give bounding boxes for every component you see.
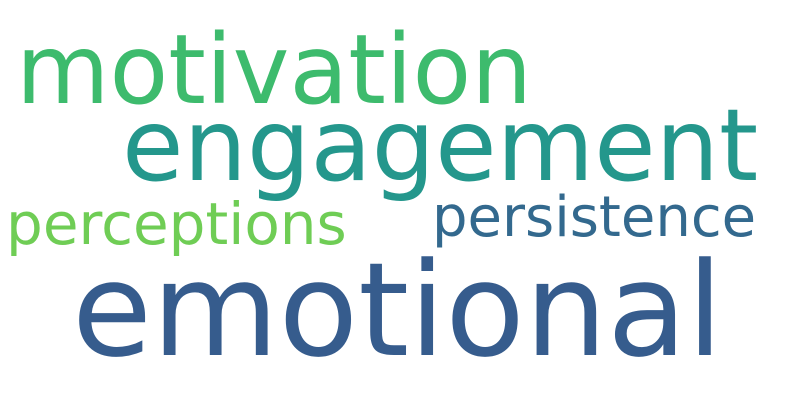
word-perceptions: perceptions xyxy=(6,190,347,258)
word-motivation: motivation xyxy=(16,14,533,126)
word-engagement: engagement xyxy=(122,87,759,204)
word-emotional: emotional xyxy=(72,234,723,386)
word-persistence: persistence xyxy=(432,185,757,250)
